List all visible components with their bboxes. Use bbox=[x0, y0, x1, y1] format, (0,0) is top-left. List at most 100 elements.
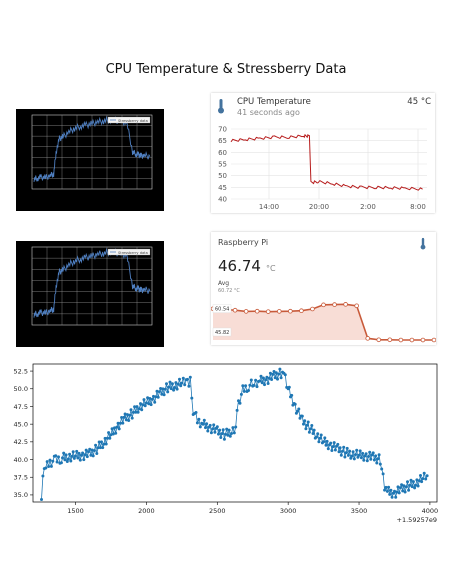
data-point bbox=[126, 413, 129, 417]
stressberry-plot-1-svg: Stressberry data bbox=[31, 114, 153, 190]
data-point bbox=[297, 407, 301, 411]
data-point bbox=[160, 392, 164, 396]
y-tick-label: 50.0 bbox=[14, 385, 28, 393]
data-point bbox=[111, 432, 115, 436]
data-point bbox=[82, 458, 86, 462]
data-point bbox=[87, 450, 90, 454]
data-point bbox=[224, 432, 227, 436]
y-tick-label: 50 bbox=[218, 172, 227, 180]
x-tick-label: 3500 bbox=[351, 507, 368, 515]
data-point bbox=[161, 387, 165, 391]
series-line bbox=[33, 115, 151, 182]
data-point bbox=[330, 449, 334, 452]
data-point bbox=[186, 377, 189, 381]
data-point bbox=[416, 484, 420, 488]
data-point bbox=[104, 442, 108, 446]
data-point bbox=[195, 421, 199, 425]
series-line bbox=[33, 247, 151, 318]
data-point bbox=[331, 445, 335, 449]
data-point bbox=[70, 454, 74, 458]
y-tick-label: 45.0 bbox=[14, 420, 28, 428]
data-point bbox=[41, 474, 45, 478]
data-point bbox=[364, 452, 368, 456]
y-tick-label: 47.5 bbox=[14, 403, 28, 411]
data-point bbox=[122, 415, 126, 419]
data-point bbox=[219, 436, 223, 439]
data-point bbox=[336, 442, 340, 446]
data-point bbox=[169, 387, 173, 391]
data-point bbox=[176, 382, 180, 386]
data-point bbox=[310, 306, 315, 312]
data-point bbox=[69, 459, 73, 463]
data-point bbox=[75, 449, 79, 453]
data-point bbox=[422, 471, 426, 475]
data-point bbox=[420, 480, 424, 484]
data-point bbox=[343, 455, 347, 459]
data-point bbox=[120, 416, 124, 419]
data-point bbox=[310, 424, 314, 427]
data-point bbox=[368, 450, 372, 454]
data-point bbox=[395, 490, 399, 494]
x-tick-label: 2:00 bbox=[360, 203, 376, 211]
data-point bbox=[271, 372, 275, 376]
raspberry-pi-card[interactable]: Raspberry Pi 46.74 °C Avg 60.72 °C 60.54… bbox=[211, 232, 436, 345]
data-points bbox=[40, 367, 429, 501]
legend: Stressberry data bbox=[107, 248, 151, 256]
data-point bbox=[396, 485, 400, 489]
data-point bbox=[89, 453, 93, 457]
data-point bbox=[179, 384, 183, 388]
data-point bbox=[162, 393, 166, 397]
x-tick-label: 2000 bbox=[138, 507, 155, 515]
data-point bbox=[163, 387, 167, 391]
data-point bbox=[55, 460, 59, 464]
data-point bbox=[261, 376, 265, 380]
data-point bbox=[205, 422, 209, 426]
data-point bbox=[377, 453, 381, 457]
y-tick-label: 45 bbox=[218, 184, 227, 192]
data-point bbox=[278, 367, 282, 371]
data-point bbox=[343, 302, 348, 307]
data-point bbox=[128, 413, 132, 417]
data-point bbox=[45, 460, 49, 464]
data-point bbox=[376, 337, 382, 343]
data-point bbox=[130, 416, 134, 420]
data-point bbox=[425, 474, 429, 478]
data-point bbox=[242, 389, 246, 393]
data-point bbox=[194, 411, 198, 414]
data-point bbox=[116, 421, 120, 425]
data-point bbox=[263, 383, 266, 387]
data-point bbox=[121, 421, 125, 425]
data-point bbox=[372, 458, 376, 462]
data-point bbox=[390, 495, 394, 499]
data-point bbox=[287, 385, 291, 389]
data-point bbox=[312, 428, 316, 432]
data-point bbox=[190, 396, 194, 400]
data-point bbox=[272, 370, 276, 373]
y-tick-label: 65 bbox=[218, 137, 227, 145]
rpi-card-name: Raspberry Pi bbox=[218, 238, 269, 247]
data-point bbox=[227, 428, 231, 432]
ha-history-card[interactable]: CPU Temperature 45 °C 41 seconds ago 40 4… bbox=[211, 93, 435, 213]
data-point bbox=[365, 336, 371, 341]
data-point bbox=[154, 395, 158, 399]
data-point bbox=[332, 302, 337, 307]
data-point bbox=[411, 480, 415, 484]
data-point bbox=[239, 392, 243, 396]
data-point bbox=[95, 452, 99, 455]
rpi-card-avg-label: Avg bbox=[218, 280, 230, 287]
data-point bbox=[248, 383, 252, 387]
data-point bbox=[168, 380, 172, 384]
x-tick-label: 20:00 bbox=[309, 203, 329, 211]
rpi-card-avg-value: 60.72 °C bbox=[218, 288, 240, 294]
data-point bbox=[225, 427, 229, 431]
data-point bbox=[352, 457, 356, 461]
data-point bbox=[329, 441, 333, 445]
legend-label: Stressberry data bbox=[118, 119, 148, 123]
data-point bbox=[188, 375, 192, 379]
data-point bbox=[175, 387, 179, 391]
data-point bbox=[273, 376, 277, 380]
data-point bbox=[406, 480, 409, 484]
data-point bbox=[375, 461, 379, 465]
data-point bbox=[141, 403, 145, 407]
data-point bbox=[115, 425, 119, 429]
